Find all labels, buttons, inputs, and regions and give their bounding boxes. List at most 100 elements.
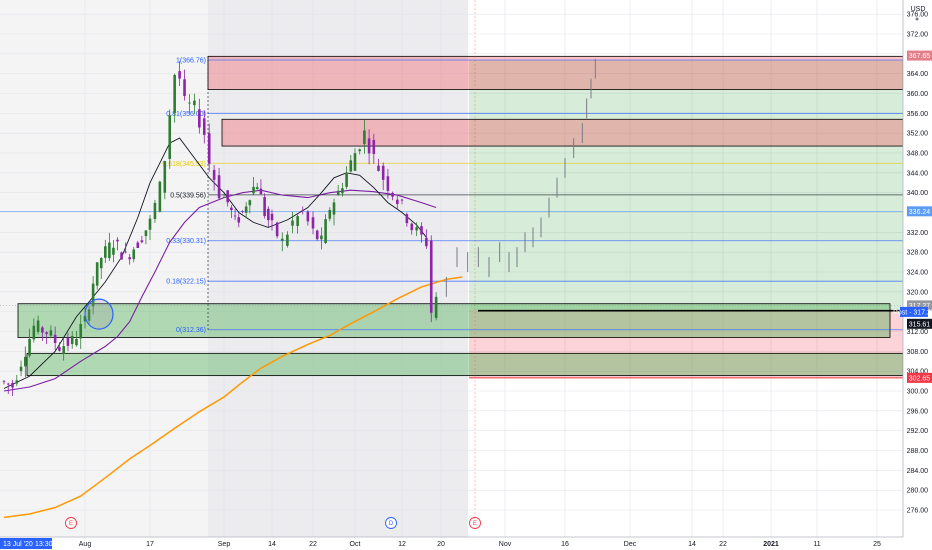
candle-47 [207,123,211,172]
candle-8 [36,315,40,335]
y-tick-22: 364.00 [907,71,929,78]
candle-89 [391,191,394,201]
candle-29 [124,242,127,254]
candle-81 [353,148,357,171]
currency-label: USD [911,6,926,13]
candle-88 [386,168,390,199]
candle-24 [104,239,107,263]
x-tick-1: 17 [146,541,154,548]
target-zone [469,59,903,310]
event-marker-1[interactable] [385,517,397,529]
event-marker-2[interactable] [469,517,481,529]
y-tick-7: 304.00 [907,369,929,376]
crosshair-time: 13:30 [35,541,53,548]
y-tick-9: 312.00 [907,329,929,336]
candle-4 [19,360,23,377]
candle-80 [349,155,353,173]
x-tick-13: 2021 [763,541,779,548]
candle-82 [358,148,361,155]
candle-57 [248,199,252,214]
candle-45 [198,98,201,134]
y-tick-4: 292.00 [907,428,929,435]
price-tag-label-4: 315.61 [909,321,931,328]
candle-84 [367,129,371,165]
candle-93 [410,222,414,235]
candle-87 [381,162,385,191]
candle-12 [53,326,57,351]
candle-62 [267,206,270,227]
y-tick-12: 324.00 [907,270,929,277]
x-tick-9: 16 [561,541,569,548]
y-tick-5: 296.00 [907,408,929,415]
candle-43 [188,94,191,114]
x-tick-3: 14 [268,541,276,548]
candle-60 [259,179,263,195]
candle-61 [263,193,266,219]
y-tick-13: 328.00 [907,250,929,257]
candle-70 [306,210,310,226]
candle-31 [132,246,136,263]
candle-78 [341,182,344,197]
y-tick-24: 372.00 [907,32,929,39]
crosshair-date: 13 Jul '20 [3,541,33,548]
candle-79 [345,166,348,190]
candle-14 [62,338,65,361]
supply-zone-upper [207,55,904,90]
candle-50 [222,193,226,198]
candle-97 [429,235,433,323]
x-tick-10: Dec [624,541,637,548]
candle-17 [75,330,78,347]
time-axis [0,537,903,550]
y-tick-25: 376.00 [907,12,929,19]
candle-49 [217,167,221,200]
y-tick-18: 348.00 [907,151,929,158]
candle-92 [405,212,409,227]
candle-42 [183,69,186,101]
candle-32 [136,240,140,249]
demand-zone-upper [17,303,891,338]
y-tick-20: 356.00 [907,111,929,118]
candle-75 [328,207,332,222]
x-tick-12: 22 [719,541,727,548]
candle-74 [324,214,327,244]
candle-10 [45,331,48,344]
candle-33 [140,235,144,244]
y-tick-21: 360.00 [907,91,929,98]
x-tick-6: 12 [398,541,406,548]
candle-73 [320,227,323,250]
x-tick-0: Aug [79,541,92,548]
y-tick-16: 340.00 [907,190,929,197]
x-tick-5: Oct [350,541,361,548]
candle-86 [377,158,380,172]
axis-menu-icon[interactable] [915,17,919,21]
price-axis [903,0,932,550]
event-marker-0[interactable] [65,517,77,529]
y-tick-11: 320.00 [907,289,929,296]
price-tag-5 [907,372,932,383]
candle-94 [415,222,418,236]
y-tick-17: 344.00 [907,170,929,177]
candle-40 [173,73,176,123]
candle-22 [95,262,99,290]
candle-25 [108,232,111,262]
candle-83 [363,119,366,154]
x-tick-4: 22 [309,541,317,548]
event-label-0: E [69,521,73,527]
y-tick-1: 280.00 [907,488,929,495]
x-tick-14: 11 [813,541,820,548]
event-label-1: D [389,521,394,527]
y-tick-3: 288.00 [907,448,929,455]
breakout-circle [84,298,114,330]
ma-200 [3,276,463,519]
event-label-2: E [473,521,477,527]
candle-38 [163,160,167,200]
x-tick-8: Nov [499,541,512,548]
candle-68 [296,214,299,234]
candle-7 [32,318,36,343]
candle-34 [144,230,148,245]
fib-label-2: 0.618(345.93) [162,161,206,168]
candle-95 [420,222,423,243]
candle-36 [153,199,157,223]
candle-91 [400,198,404,205]
